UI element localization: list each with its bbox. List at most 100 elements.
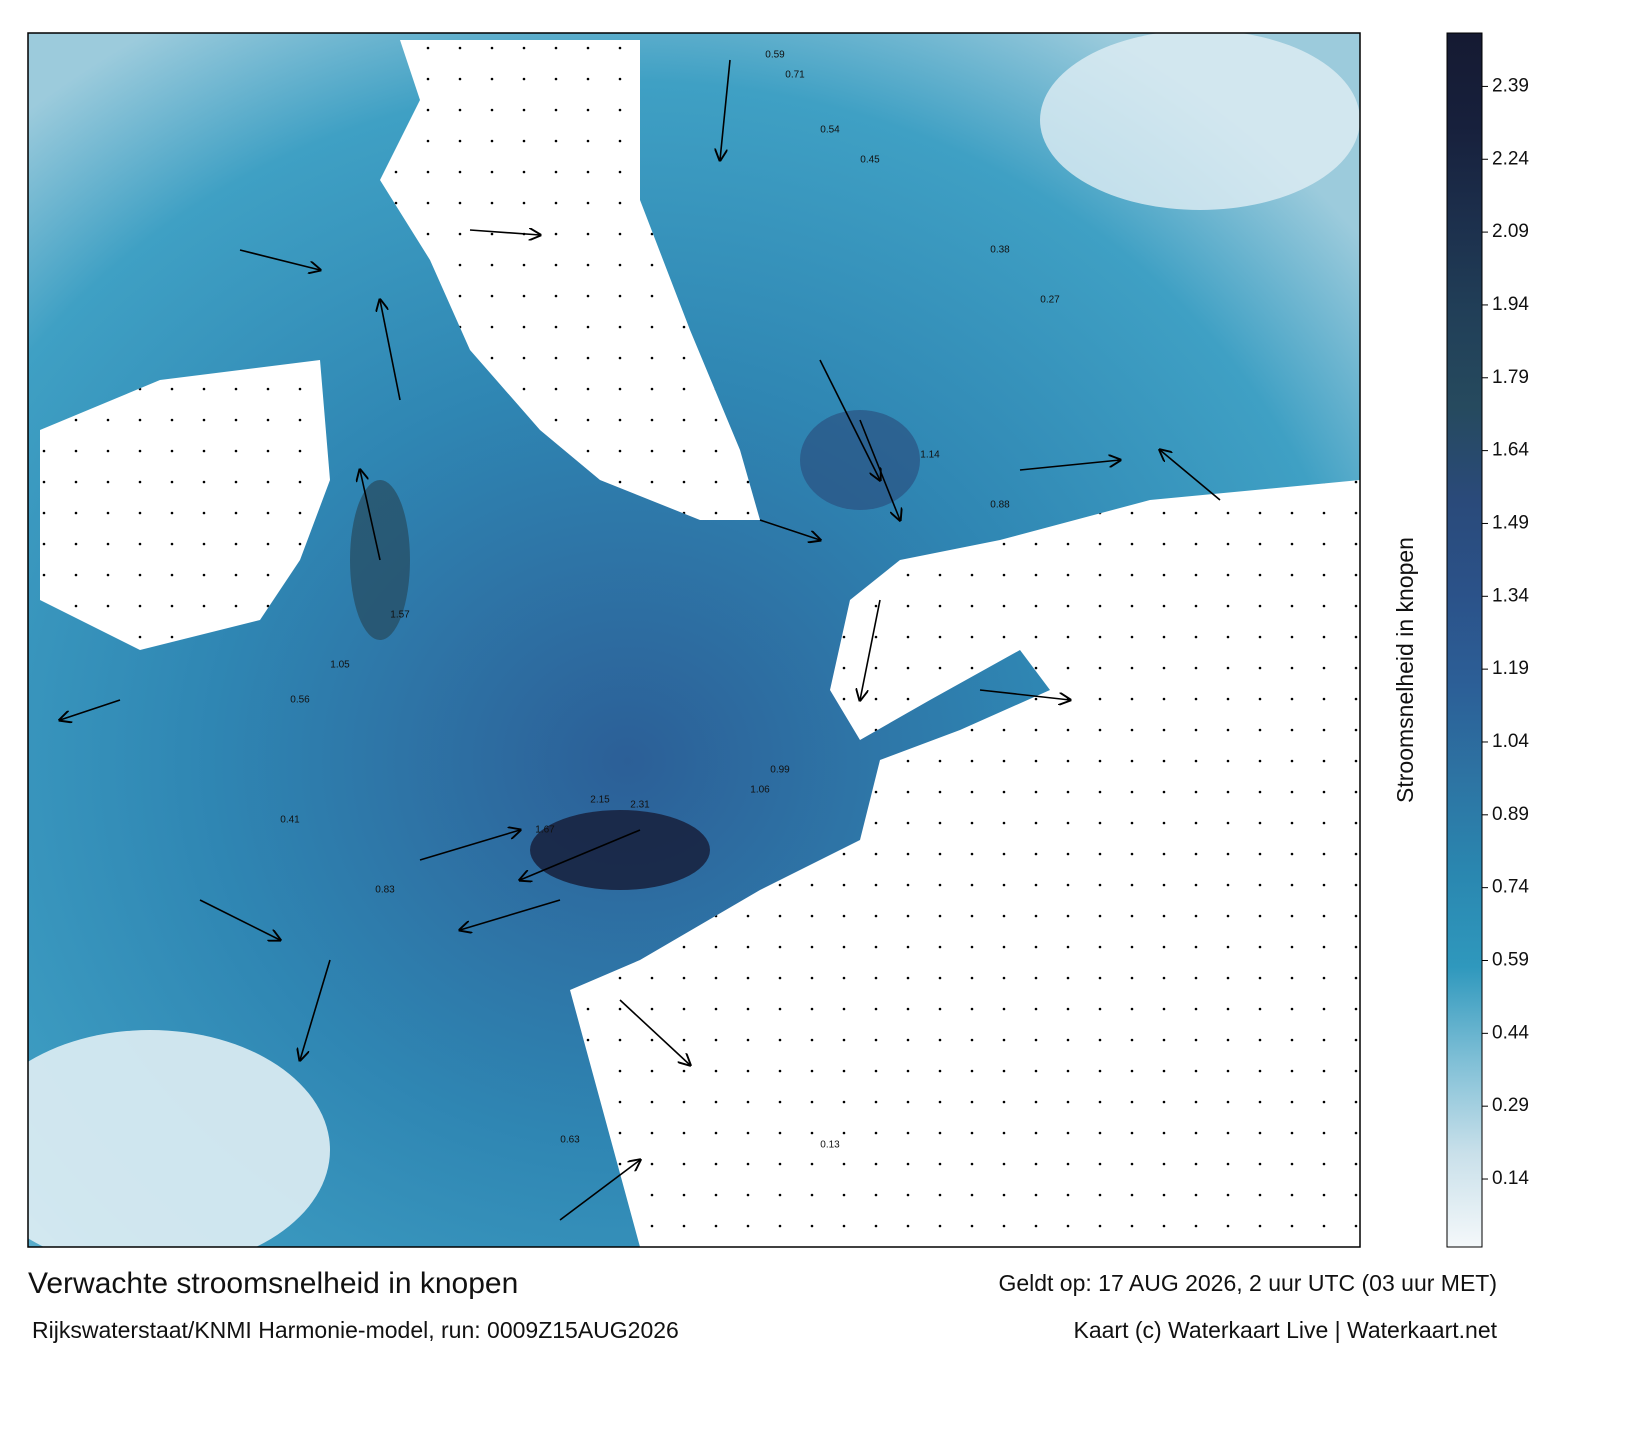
colorbar-tick-label: 2.39: [1492, 75, 1529, 96]
land-dot: [938, 1100, 942, 1104]
speed-label: 1.05: [330, 660, 350, 671]
land-dot: [138, 604, 142, 608]
land-dot: [1162, 1131, 1166, 1135]
land-dot: [490, 46, 494, 50]
land-dot: [234, 604, 238, 608]
land-dot: [1226, 914, 1230, 918]
land-dot: [298, 480, 302, 484]
land-dot: [874, 976, 878, 980]
land-dot: [714, 976, 718, 980]
land-dot: [170, 573, 174, 577]
land-dot: [1002, 604, 1006, 608]
land-dot: [1066, 790, 1070, 794]
land-dot: [1034, 1162, 1038, 1166]
land-dot: [586, 449, 590, 453]
land-dot: [1258, 759, 1262, 763]
land-dot: [746, 976, 750, 980]
land-dot: [746, 1100, 750, 1104]
speed-label: 0.56: [290, 695, 310, 706]
land-dot: [778, 1131, 782, 1135]
land-dot: [874, 1131, 878, 1135]
land-dot: [458, 263, 462, 267]
land-dot: [842, 1193, 846, 1197]
land-dot: [586, 201, 590, 205]
land-dot: [1130, 1131, 1134, 1135]
land-dot: [554, 387, 558, 391]
land-dot: [1066, 945, 1070, 949]
land-dot: [938, 1193, 942, 1197]
land-dot: [1002, 1224, 1006, 1228]
land-dot: [970, 1224, 974, 1228]
speed-label: 0.83: [375, 885, 395, 896]
land-dot: [1258, 1100, 1262, 1104]
land-dot: [1258, 883, 1262, 887]
land-dot: [170, 449, 174, 453]
land-dot: [1354, 542, 1358, 546]
land-dot: [490, 139, 494, 143]
land-dot: [586, 418, 590, 422]
land-dot: [1162, 1007, 1166, 1011]
land-dot: [490, 263, 494, 267]
land-dot: [778, 1038, 782, 1042]
land-dot: [1226, 945, 1230, 949]
land-dot: [1066, 635, 1070, 639]
land-dot: [938, 1162, 942, 1166]
speed-label: 0.71: [785, 70, 805, 81]
land-dot: [1194, 697, 1198, 701]
land-dot: [810, 914, 814, 918]
land-dot: [906, 573, 910, 577]
land-dot: [234, 449, 238, 453]
speed-labels: 0.590.71 0.54 0.45 1.14 0.88 1.57 1.05 2.15 2.31…: [280, 50, 1060, 1151]
land-dot: [266, 511, 270, 515]
land-dot: [778, 945, 782, 949]
current-arrow: [819, 359, 880, 480]
land-dot: [522, 356, 526, 360]
land-dot: [1290, 1224, 1294, 1228]
land-dot: [1226, 1131, 1230, 1135]
land-dot: [1130, 1162, 1134, 1166]
land-dot: [1226, 573, 1230, 577]
land-dot: [1354, 821, 1358, 825]
land-dot: [266, 573, 270, 577]
speed-label: 0.45: [860, 155, 880, 166]
land-dot: [746, 511, 750, 515]
land-dot: [1290, 1038, 1294, 1042]
land-dot: [618, 201, 622, 205]
speed-label: 0.63: [560, 1135, 580, 1146]
land-dot: [746, 1007, 750, 1011]
speed-label: 1.14: [920, 450, 940, 461]
land-dot: [1098, 914, 1102, 918]
land-dot: [938, 1038, 942, 1042]
colorbar-tick-label: 0.14: [1492, 1168, 1529, 1189]
land-dot: [170, 480, 174, 484]
land-dot: [1258, 852, 1262, 856]
land-dot: [1290, 1162, 1294, 1166]
land-dot: [1354, 604, 1358, 608]
land-dot: [1290, 883, 1294, 887]
land-dot: [970, 852, 974, 856]
land-dot: [1226, 1007, 1230, 1011]
land-dot: [1066, 821, 1070, 825]
speed-label: 0.41: [280, 815, 300, 826]
land-dot: [1034, 821, 1038, 825]
current-arrow: [380, 300, 401, 401]
land-dot: [1194, 1007, 1198, 1011]
land-dot: [490, 325, 494, 329]
land-dot: [1098, 573, 1102, 577]
land-dot: [234, 573, 238, 577]
land-dot: [1290, 573, 1294, 577]
land-dot: [202, 418, 206, 422]
land-dot: [426, 201, 430, 205]
land-dot: [714, 511, 718, 515]
land-dot: [1258, 542, 1262, 546]
land-dot: [298, 449, 302, 453]
land-dot: [1290, 604, 1294, 608]
land-dot: [1290, 1069, 1294, 1073]
land-dot: [618, 77, 622, 81]
land-dot: [714, 1162, 718, 1166]
model-run: Rijkswaterstaat/KNMI Harmonie-model, run…: [32, 1317, 679, 1343]
land-dot: [490, 108, 494, 112]
current-arrow: [1160, 450, 1221, 501]
land-dot: [1002, 759, 1006, 763]
land-dot: [874, 666, 878, 670]
